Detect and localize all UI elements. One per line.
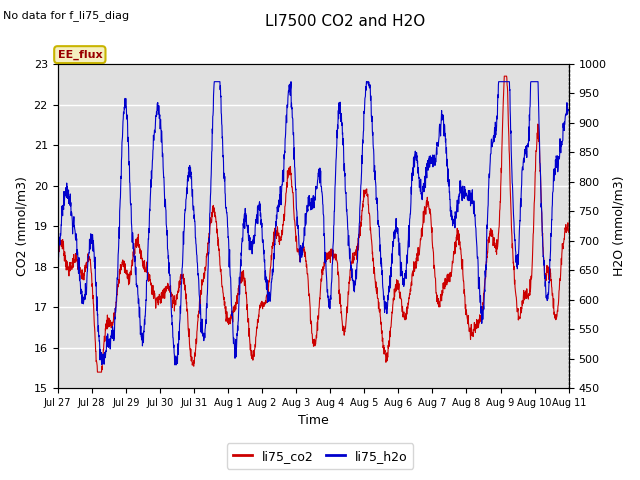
li75_h2o	[211, 79, 218, 84]
li75_h2o	[289, 130, 297, 135]
Line: li75_co2: li75_co2	[58, 76, 569, 372]
li75_co2	[456, 246, 464, 252]
li75_h2o	[54, 269, 61, 275]
Line: li75_h2o: li75_h2o	[58, 82, 569, 365]
li75_h2o	[550, 168, 558, 174]
li75_co2	[303, 264, 310, 270]
li75_co2	[54, 250, 61, 255]
Text: EE_flux: EE_flux	[58, 49, 102, 60]
li75_co2	[550, 312, 558, 317]
li75_h2o	[565, 108, 573, 113]
Y-axis label: CO2 (mmol/m3): CO2 (mmol/m3)	[15, 176, 28, 276]
li75_h2o	[550, 168, 558, 173]
li75_co2	[500, 73, 508, 79]
li75_co2	[289, 190, 296, 195]
Y-axis label: H2O (mmol/m3): H2O (mmol/m3)	[612, 176, 625, 276]
Legend: li75_co2, li75_h2o: li75_co2, li75_h2o	[227, 444, 413, 469]
Text: LI7500 CO2 and H2O: LI7500 CO2 and H2O	[266, 14, 426, 29]
X-axis label: Time: Time	[298, 414, 328, 427]
li75_h2o	[98, 362, 106, 368]
Text: No data for f_li75_diag: No data for f_li75_diag	[3, 10, 129, 21]
li75_h2o	[80, 299, 88, 305]
li75_h2o	[457, 178, 465, 184]
li75_co2	[80, 272, 88, 277]
li75_co2	[565, 229, 573, 235]
li75_h2o	[303, 210, 310, 216]
li75_co2	[550, 309, 558, 315]
li75_co2	[93, 369, 101, 375]
